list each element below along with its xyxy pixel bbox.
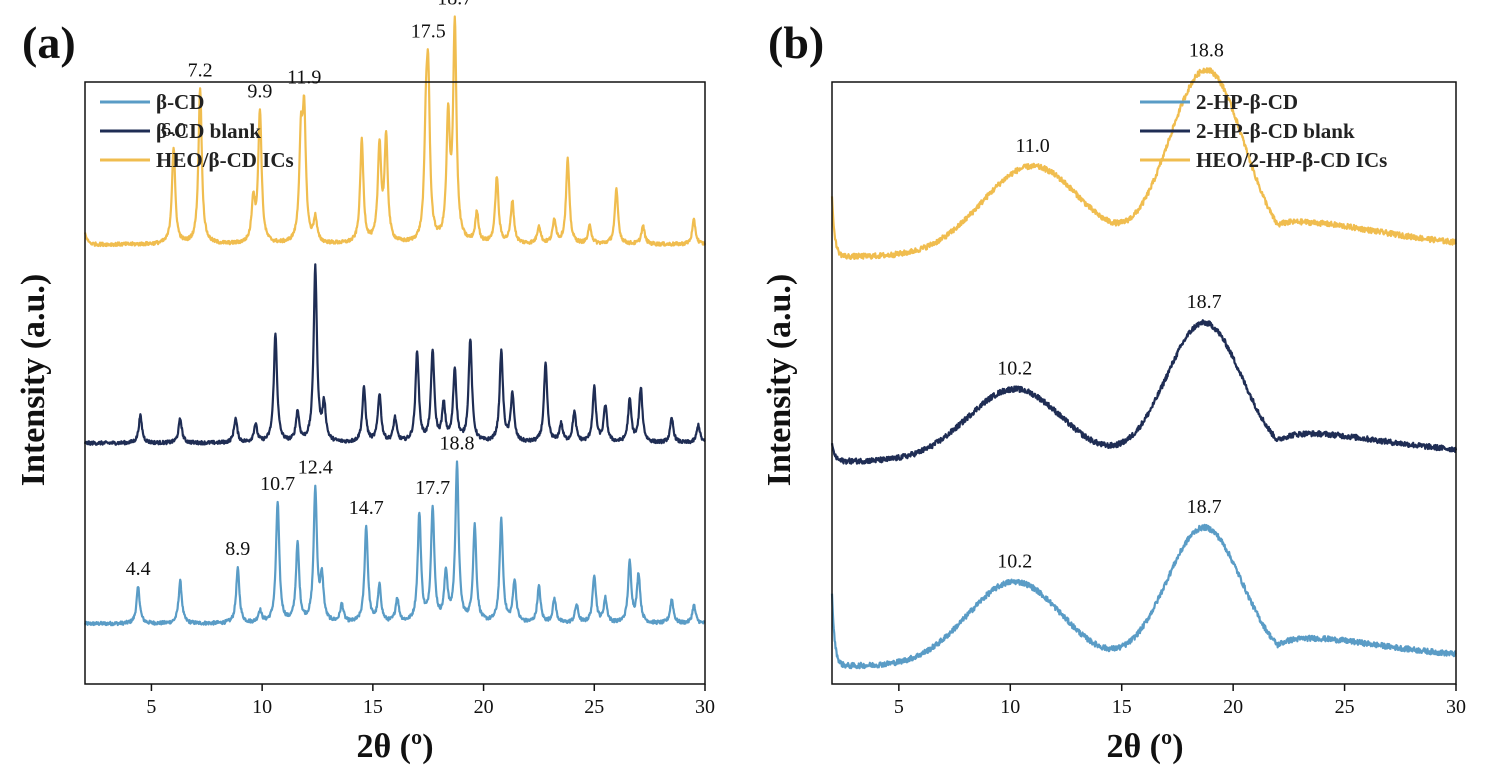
panel-b-legend: 2-HP-β-CD 2-HP-β-CD blank HEO/2-HP-β-CD IC… bbox=[1140, 90, 1387, 172]
peak-label: 12.4 bbox=[298, 457, 333, 479]
series-line-2 bbox=[83, 263, 706, 446]
peak-label: 18.7 bbox=[1187, 291, 1222, 313]
panel-a-peak-labels: 4.4 8.9 10.712.4 14.7 17.7 18.8 6.0 7.2 9.9 11.9 1… bbox=[126, 0, 475, 580]
legend-label: β-CD bbox=[156, 90, 204, 114]
x-tick-label: 30 bbox=[695, 696, 715, 718]
x-tick-label: 5 bbox=[894, 696, 904, 718]
panel-a-frame bbox=[84, 81, 706, 685]
series-line-3 bbox=[83, 15, 707, 248]
legend-label: 2-HP-β-CD bbox=[1196, 90, 1298, 114]
panel-b-label: (b) bbox=[768, 17, 824, 68]
series-line-1 bbox=[830, 523, 1457, 670]
panel-a-label: (a) bbox=[22, 17, 76, 68]
series-line-3 bbox=[830, 67, 1457, 261]
x-tick-label: 25 bbox=[584, 696, 604, 718]
peak-label: 18.8 bbox=[440, 432, 475, 454]
panel-a-plot-lines bbox=[83, 15, 707, 627]
peak-label: 10.2 bbox=[997, 551, 1032, 573]
legend-label: 2-HP-β-CD blank bbox=[1196, 119, 1355, 143]
panel-b-x-ticks: 5 10 15 20 25 30 bbox=[894, 684, 1466, 718]
panel-a-legend: β-CD β-CD blank HEO/β-CD ICs bbox=[100, 90, 294, 172]
peak-label: 11.9 bbox=[287, 66, 321, 88]
peak-label: 9.9 bbox=[247, 80, 272, 102]
peak-label: 18.7 bbox=[437, 0, 472, 10]
x-tick-label: 15 bbox=[1112, 696, 1132, 718]
peak-label: 18.8 bbox=[1189, 39, 1224, 61]
panel-b-plot-lines bbox=[830, 67, 1458, 670]
x-tick-label: 20 bbox=[474, 696, 494, 718]
panel-a-y-axis-title: Intensity (a.u.) bbox=[15, 274, 52, 487]
legend-label: HEO/β-CD ICs bbox=[156, 148, 294, 172]
peak-label: 6.0 bbox=[161, 119, 186, 141]
peak-label: 4.4 bbox=[126, 558, 151, 580]
panel-b-peak-labels: 10.2 18.7 10.2 18.7 11.0 18.8 bbox=[997, 39, 1224, 572]
peak-label: 11.0 bbox=[1015, 135, 1049, 157]
series-line-1 bbox=[83, 460, 706, 627]
x-tick-label: 15 bbox=[363, 696, 383, 718]
panel-a-x-axis-title: 2θ (º) bbox=[356, 728, 433, 765]
peak-label: 17.5 bbox=[411, 20, 446, 42]
x-tick-label: 5 bbox=[146, 696, 156, 718]
x-tick-label: 20 bbox=[1223, 696, 1243, 718]
peak-label: 10.7 bbox=[260, 473, 295, 495]
panel-a-x-ticks: 5 10 15 20 25 30 bbox=[146, 684, 715, 718]
x-tick-label: 30 bbox=[1446, 696, 1466, 718]
peak-label: 18.7 bbox=[1187, 496, 1222, 518]
series-line-2 bbox=[830, 319, 1458, 465]
x-tick-label: 25 bbox=[1335, 696, 1355, 718]
peak-label: 10.2 bbox=[997, 357, 1032, 379]
panel-b: (b) 10.218.710.218.711.018.8 2-HP-β-CD2-… bbox=[761, 17, 1466, 765]
peak-label: 14.7 bbox=[349, 497, 384, 519]
panel-b-x-axis-title: 2θ (º) bbox=[1106, 728, 1183, 765]
legend-label: β-CD blank bbox=[156, 119, 261, 143]
panel-a: (a) 4.4 8.9 10.712.4 14.7 17.7 18.8 6.0 7.2 9.9 1… bbox=[15, 0, 715, 765]
peak-label: 17.7 bbox=[415, 477, 450, 499]
peak-label: 7.2 bbox=[188, 59, 213, 81]
panel-b-y-axis-title: Intensity (a.u.) bbox=[761, 274, 798, 487]
peak-label: 8.9 bbox=[225, 538, 250, 560]
panel-b-frame bbox=[831, 81, 1457, 685]
legend-label: HEO/2-HP-β-CD ICs bbox=[1196, 148, 1387, 172]
x-tick-label: 10 bbox=[252, 696, 272, 718]
x-tick-label: 10 bbox=[1000, 696, 1020, 718]
